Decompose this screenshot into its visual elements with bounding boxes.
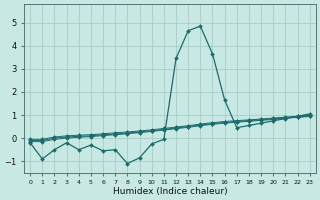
- X-axis label: Humidex (Indice chaleur): Humidex (Indice chaleur): [113, 187, 227, 196]
